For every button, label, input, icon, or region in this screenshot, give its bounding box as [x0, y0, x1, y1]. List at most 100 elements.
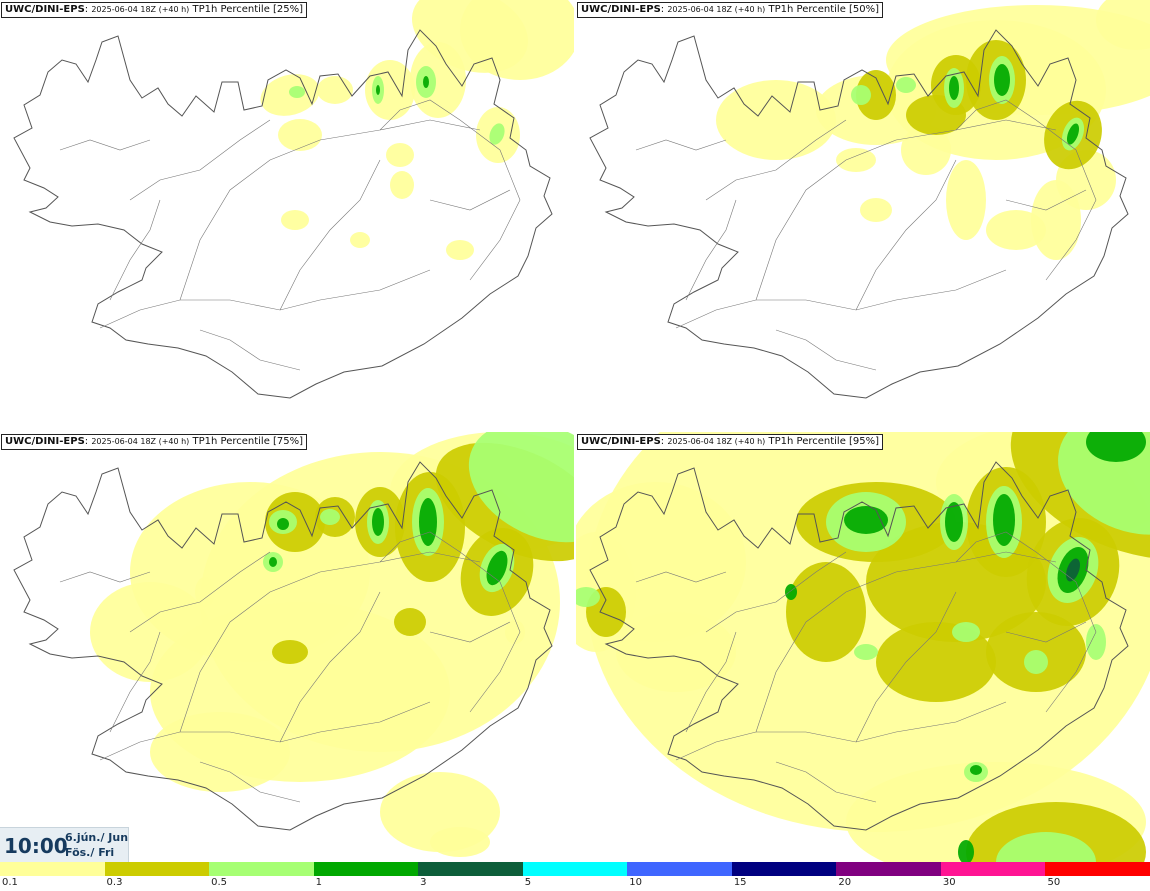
precip-area: [260, 74, 320, 116]
precip-area: [277, 518, 289, 530]
road-line: [705, 119, 847, 201]
precip-area: [150, 712, 290, 792]
precip-area: [430, 827, 490, 857]
road-line: [109, 199, 161, 301]
precip-area: [350, 232, 370, 248]
panel-25: UWC/DINI-EPS: 2025-06-04 18Z (+40 h) TP1…: [0, 0, 574, 430]
precip-area: [851, 85, 871, 105]
road-network: [59, 531, 521, 803]
legend-swatch: [940, 862, 1046, 876]
legend-tick-label: 5: [524, 877, 532, 888]
panel-title-50: UWC/DINI-EPS: 2025-06-04 18Z (+40 h) TP1…: [577, 2, 884, 18]
precip-area: [489, 123, 505, 145]
precip-area: [1066, 558, 1080, 582]
valid-time-box: 10:00 6.jún./ Jun Fös./ Fri: [0, 827, 129, 863]
precip-area: [896, 77, 916, 93]
legend-swatch: [627, 862, 733, 876]
road-line: [685, 631, 737, 733]
precip-map-25: [13, 0, 574, 399]
precip-area: [958, 840, 974, 862]
run-time: 2025-06-04 18Z (+40 h): [91, 5, 190, 14]
legend-tick-label: 0.1: [2, 877, 18, 888]
legend-swatch: [1045, 862, 1150, 876]
panel-75: UWC/DINI-EPS: 2025-06-04 18Z (+40 h) TP1…: [0, 432, 574, 862]
precip-area: [994, 64, 1010, 96]
precip-area: [854, 644, 878, 660]
road-line: [279, 591, 381, 743]
precip-area: [901, 125, 951, 175]
legend-swatch: [0, 862, 106, 876]
precip-area: [289, 86, 305, 98]
road-line: [685, 199, 737, 301]
road-line: [755, 551, 1057, 733]
run-time: 2025-06-04 18Z (+40 h): [667, 437, 766, 446]
precip-area: [505, 620, 525, 644]
road-line: [855, 159, 957, 311]
precip-field: [260, 0, 574, 260]
legend-swatch: [836, 862, 942, 876]
precip-area: [970, 765, 982, 775]
precip-area: [278, 119, 322, 151]
road-line: [705, 551, 847, 633]
model-name: UWC/DINI-EPS: [5, 4, 85, 15]
road-line: [99, 701, 431, 761]
road-line: [429, 189, 511, 211]
legend-tick-label: 15: [733, 877, 747, 888]
field-name: TP1h Percentile [75%]: [192, 436, 304, 447]
road-network: [59, 99, 521, 371]
precip-area: [856, 70, 896, 120]
road-line: [199, 761, 301, 803]
precip-area: [576, 587, 600, 607]
precip-area: [952, 622, 980, 642]
precip-map-75: [13, 432, 574, 857]
precip-area: [365, 60, 415, 120]
precip-area: [1086, 624, 1106, 660]
precip-area: [281, 210, 309, 230]
road-line: [775, 761, 877, 803]
panel-95: UWC/DINI-EPS: 2025-06-04 18Z (+40 h) TP1…: [576, 432, 1150, 862]
valid-weekday: Fös./ Fri: [65, 846, 115, 859]
precip-area: [1086, 432, 1146, 462]
model-name: UWC/DINI-EPS: [581, 436, 661, 447]
precip-map-95: [576, 432, 1150, 862]
field-name: TP1h Percentile [95%]: [768, 436, 880, 447]
precip-area: [376, 85, 380, 95]
iceland-coastline: [589, 29, 1129, 399]
precip-area: [716, 80, 836, 160]
precip-area: [419, 498, 437, 546]
precip-field: [576, 432, 1150, 862]
valid-date: 6.jún./ Jun: [65, 831, 129, 844]
road-line: [179, 119, 481, 301]
road-line: [129, 551, 271, 633]
road-line: [109, 631, 161, 733]
precip-area: [993, 494, 1015, 546]
road-line: [99, 269, 431, 329]
precip-area: [372, 508, 384, 536]
road-line: [429, 621, 511, 643]
run-time: 2025-06-04 18Z (+40 h): [667, 5, 766, 14]
road-line: [635, 139, 727, 151]
road-line: [755, 119, 1057, 301]
road-network: [635, 531, 1097, 803]
field-name: TP1h Percentile [50%]: [768, 4, 880, 15]
road-line: [129, 119, 271, 201]
road-line: [59, 139, 151, 151]
precip-area: [272, 640, 308, 664]
legend-tick-label: 0.5: [211, 877, 227, 888]
panel-title-25: UWC/DINI-EPS: 2025-06-04 18Z (+40 h) TP1…: [1, 2, 308, 18]
precip-area: [320, 509, 340, 525]
precip-area: [486, 550, 508, 586]
precip-area: [785, 584, 797, 600]
road-line: [675, 269, 1007, 329]
iceland-coastline: [13, 29, 553, 399]
precip-area: [996, 832, 1096, 862]
panel-title-95: UWC/DINI-EPS: 2025-06-04 18Z (+40 h) TP1…: [577, 434, 884, 450]
road-line: [199, 329, 301, 371]
precip-area: [844, 506, 888, 534]
road-line: [1005, 189, 1087, 211]
precip-area: [1096, 0, 1150, 50]
legend-tick-label: 3: [420, 877, 427, 888]
precip-area: [394, 608, 426, 636]
precip-field: [716, 0, 1150, 260]
legend-swatch: [209, 862, 315, 876]
